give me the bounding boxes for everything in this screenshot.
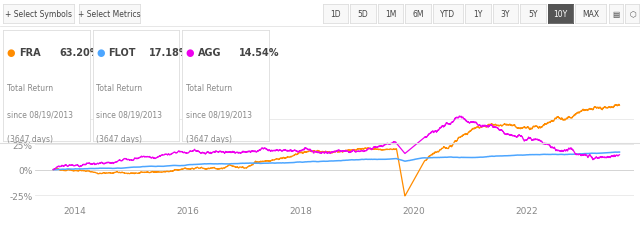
Text: AGG: AGG bbox=[198, 48, 221, 58]
Text: 10Y: 10Y bbox=[554, 10, 568, 19]
Text: 6M: 6M bbox=[412, 10, 424, 19]
Text: FLOT: FLOT bbox=[108, 48, 136, 58]
Text: 1Y: 1Y bbox=[474, 10, 483, 19]
Text: FRA: FRA bbox=[19, 48, 40, 58]
Text: ●: ● bbox=[6, 48, 15, 58]
Text: 1M: 1M bbox=[385, 10, 396, 19]
Text: since 08/19/2013: since 08/19/2013 bbox=[6, 110, 73, 119]
Text: + Select Metrics: + Select Metrics bbox=[78, 10, 140, 19]
Text: Total Return: Total Return bbox=[186, 84, 232, 93]
Text: since 08/19/2013: since 08/19/2013 bbox=[96, 110, 163, 119]
Text: ●: ● bbox=[96, 48, 105, 58]
Text: 17.18%: 17.18% bbox=[149, 48, 189, 58]
Text: Total Return: Total Return bbox=[6, 84, 52, 93]
Text: 3Y: 3Y bbox=[501, 10, 510, 19]
Text: 63.20%: 63.20% bbox=[60, 48, 100, 58]
Text: 1D: 1D bbox=[330, 10, 340, 19]
Text: MAX: MAX bbox=[582, 10, 599, 19]
Text: ●: ● bbox=[186, 48, 195, 58]
Text: ▤: ▤ bbox=[612, 10, 620, 19]
Text: + Select Symbols: + Select Symbols bbox=[5, 10, 72, 19]
Text: (3647 days): (3647 days) bbox=[6, 134, 52, 143]
Text: Total Return: Total Return bbox=[96, 84, 142, 93]
Text: since 08/19/2013: since 08/19/2013 bbox=[186, 110, 252, 119]
Text: YTD: YTD bbox=[440, 10, 456, 19]
Text: ⬡: ⬡ bbox=[629, 10, 636, 19]
Text: 14.54%: 14.54% bbox=[239, 48, 279, 58]
Text: (3647 days): (3647 days) bbox=[186, 134, 232, 143]
Text: 5Y: 5Y bbox=[529, 10, 538, 19]
Text: (3647 days): (3647 days) bbox=[96, 134, 142, 143]
Text: 5D: 5D bbox=[358, 10, 368, 19]
